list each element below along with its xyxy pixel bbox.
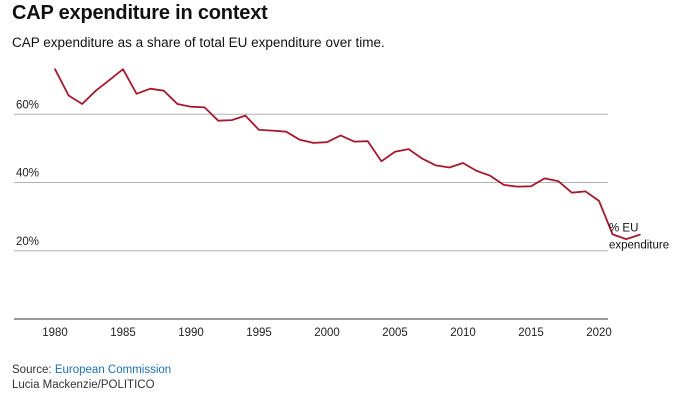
axis-layer: 20% 40% 60% 1980 1985 1990 1995 2000 2005 2010 201… xyxy=(14,99,612,339)
data-point xyxy=(365,139,370,144)
data-point xyxy=(501,182,506,187)
data-point xyxy=(229,118,234,123)
source-label: Source: xyxy=(12,364,52,376)
data-point xyxy=(243,113,248,118)
x-tick-label: 2000 xyxy=(314,327,340,339)
source-note: Source: European Commission xyxy=(12,364,171,376)
data-point xyxy=(66,93,71,98)
x-tick-label: 1985 xyxy=(110,327,136,339)
data-point xyxy=(406,147,411,152)
data-point xyxy=(474,168,479,173)
data-point xyxy=(216,118,221,123)
data-point xyxy=(311,140,316,145)
y-tick-label: 60% xyxy=(16,99,39,111)
x-tick-label: 1990 xyxy=(178,327,204,339)
data-point xyxy=(270,128,275,133)
data-point xyxy=(80,102,85,107)
data-point xyxy=(297,137,302,142)
x-tick-label: 2010 xyxy=(450,327,476,339)
data-point xyxy=(515,184,520,189)
data-point xyxy=(121,67,126,72)
data-point xyxy=(134,91,139,96)
data-point xyxy=(433,163,438,168)
data-point xyxy=(447,165,452,170)
series-layer xyxy=(53,67,641,241)
data-point xyxy=(338,133,343,138)
data-point xyxy=(352,139,357,144)
page-title: CAP expenditure in context xyxy=(12,2,268,24)
data-point xyxy=(420,156,425,161)
data-point xyxy=(529,184,534,189)
data-point xyxy=(148,86,153,91)
label-layer: % EU expenditure xyxy=(609,223,669,252)
grid-layer xyxy=(14,113,608,252)
data-point xyxy=(202,105,207,110)
x-tick-label: 2015 xyxy=(518,327,544,339)
data-point xyxy=(542,176,547,181)
data-point xyxy=(161,88,166,93)
x-tick-label: 2005 xyxy=(382,327,408,339)
data-point xyxy=(393,149,398,154)
series-label: % EU expenditure xyxy=(609,223,669,252)
data-point xyxy=(257,127,262,132)
credit-line: Lucia Mackenzie/POLITICO xyxy=(12,379,155,391)
data-point xyxy=(569,190,574,195)
y-tick-label: 40% xyxy=(16,168,39,180)
page-subtitle: CAP expenditure as a share of total EU e… xyxy=(12,35,385,50)
x-tick-label: 2020 xyxy=(586,327,612,339)
data-point xyxy=(488,173,493,178)
data-point xyxy=(284,129,289,134)
data-point xyxy=(107,78,112,83)
x-tick-label: 1995 xyxy=(246,327,272,339)
data-point xyxy=(93,88,98,93)
data-point xyxy=(189,104,194,109)
x-tick-label: 1980 xyxy=(42,327,68,339)
data-point xyxy=(379,159,384,164)
data-point xyxy=(325,140,330,145)
series-line xyxy=(54,68,641,241)
data-point xyxy=(556,179,561,184)
data-point xyxy=(461,161,466,166)
y-tick-label: 20% xyxy=(16,236,39,248)
data-point xyxy=(583,189,588,194)
data-point xyxy=(597,198,602,203)
data-point xyxy=(53,67,58,72)
source-link[interactable]: European Commission xyxy=(54,364,172,376)
data-point xyxy=(175,102,180,107)
